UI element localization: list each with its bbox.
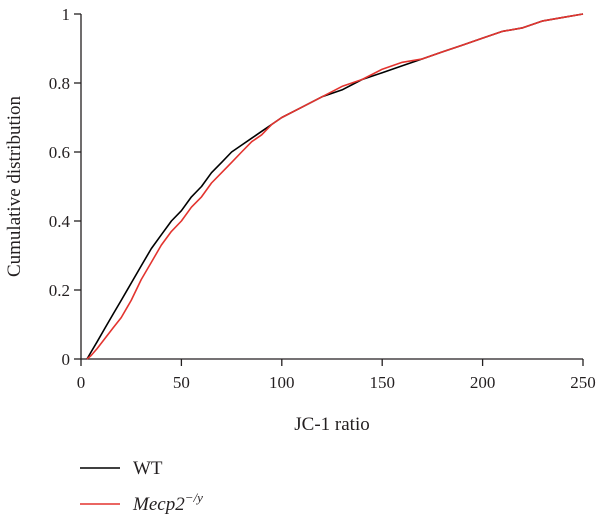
y-tick-label: 0.6 xyxy=(49,143,70,162)
x-tick-label: 200 xyxy=(470,373,496,392)
x-tick-label: 100 xyxy=(269,373,295,392)
y-ticks: 0 0.2 0.4 0.6 0.8 1 xyxy=(49,5,81,369)
y-tick-label: 0.8 xyxy=(49,74,70,93)
legend-item-mecp2: Mecp2−/y xyxy=(80,490,203,515)
x-tick-label: 150 xyxy=(369,373,395,392)
x-tick-label: 250 xyxy=(570,373,596,392)
y-tick-label: 1 xyxy=(62,5,71,24)
x-axis-title: JC-1 ratio xyxy=(294,414,369,435)
legend-item-wt: WT xyxy=(80,458,163,479)
series-layer xyxy=(86,13,584,360)
legend: WT Mecp2−/y xyxy=(80,458,203,515)
legend-label-mecp2-name: Mecp2 xyxy=(132,494,185,515)
y-tick-label: 0.4 xyxy=(49,212,71,231)
y-tick-label: 0.2 xyxy=(49,281,70,300)
legend-label-mecp2-superscript: −/y xyxy=(185,490,203,505)
x-tick-label: 0 xyxy=(77,373,86,392)
legend-label-wt: WT xyxy=(133,458,163,479)
legend-label-mecp2: Mecp2−/y xyxy=(132,490,203,515)
axes xyxy=(80,14,583,360)
series-line-mecp2 xyxy=(86,13,584,360)
series-line-wt xyxy=(86,13,584,360)
x-ticks: 0 50 100 150 200 250 xyxy=(77,359,596,392)
y-tick-label: 0 xyxy=(62,350,71,369)
x-tick-label: 50 xyxy=(173,373,190,392)
y-axis-title: Cumulative distribution xyxy=(4,95,25,277)
